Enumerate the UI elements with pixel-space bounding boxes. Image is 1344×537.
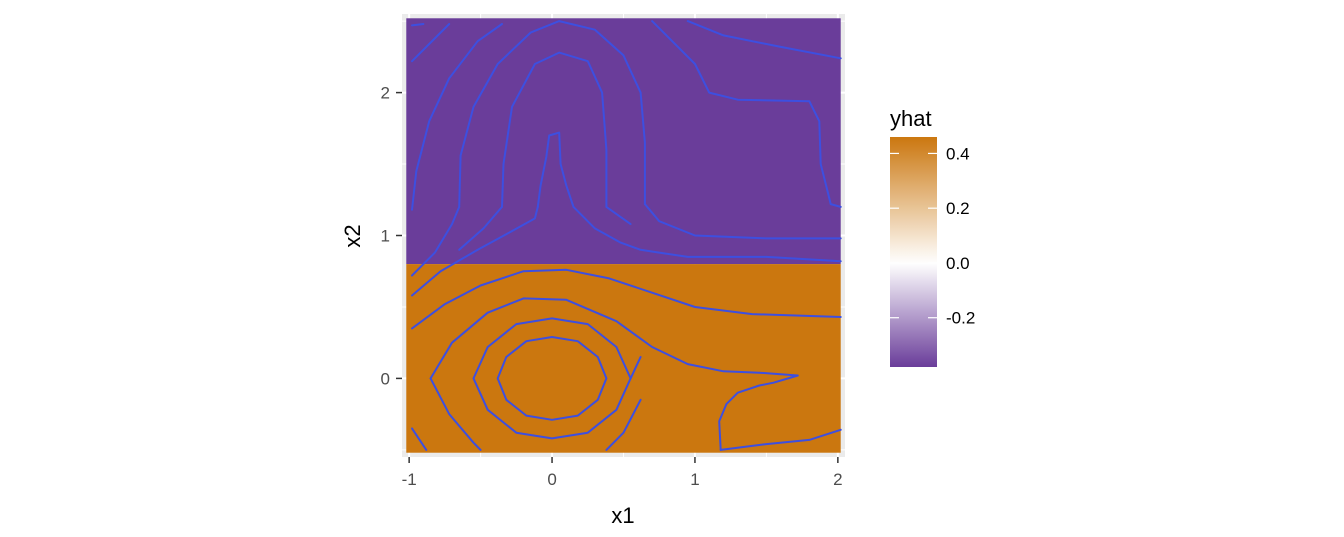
contour-line (411, 427, 428, 451)
legend-tick-label: 0.0 (946, 254, 970, 273)
legend: yhat 0.4 0.2 0.0 -0.2 (890, 106, 975, 367)
x-tick-label: 2 (833, 470, 842, 489)
fill-region (406, 264, 841, 453)
contour-line (605, 205, 632, 226)
contour-line (411, 23, 425, 27)
y-tick-label: 0 (381, 369, 390, 388)
y-tick-label: 1 (381, 227, 390, 246)
x-tick-label: 1 (690, 470, 699, 489)
contour-line (429, 377, 482, 451)
contour-line (686, 20, 842, 60)
contour-line (411, 23, 503, 211)
legend-title: yhat (890, 106, 932, 131)
legend-ticks: 0.4 0.2 0.0 -0.2 (890, 144, 975, 328)
contour-line (643, 203, 842, 240)
x-axis-title: x1 (611, 503, 634, 528)
contour-line (496, 336, 608, 421)
contour-line (411, 205, 539, 297)
fill-regions (406, 18, 841, 453)
y-axis-title: x2 (340, 224, 365, 247)
contour-line (651, 20, 842, 208)
contour-line (629, 356, 642, 380)
contour-line (411, 23, 451, 63)
x-axis: -1 0 1 2 (402, 457, 843, 489)
contour-line (429, 297, 799, 451)
contour-line (605, 398, 642, 451)
contour-line (572, 205, 842, 263)
x-tick-label: 0 (547, 470, 556, 489)
contour-line (458, 20, 646, 208)
legend-tick-label: 0.4 (946, 144, 970, 163)
contour-line (719, 428, 842, 451)
contour-line (411, 268, 842, 330)
contour-line (411, 205, 461, 277)
fill-region (406, 18, 841, 265)
contour-line (501, 51, 608, 208)
legend-tick-label: 0.2 (946, 199, 970, 218)
legend-tick-label: -0.2 (946, 309, 975, 328)
contour-line (458, 205, 503, 251)
y-tick-label: 2 (381, 84, 390, 103)
contour-lines (411, 20, 842, 451)
y-axis: 0 1 2 (381, 84, 402, 388)
legend-colorbar (890, 137, 937, 367)
x-tick-label: -1 (402, 470, 417, 489)
contour-line (536, 131, 575, 208)
